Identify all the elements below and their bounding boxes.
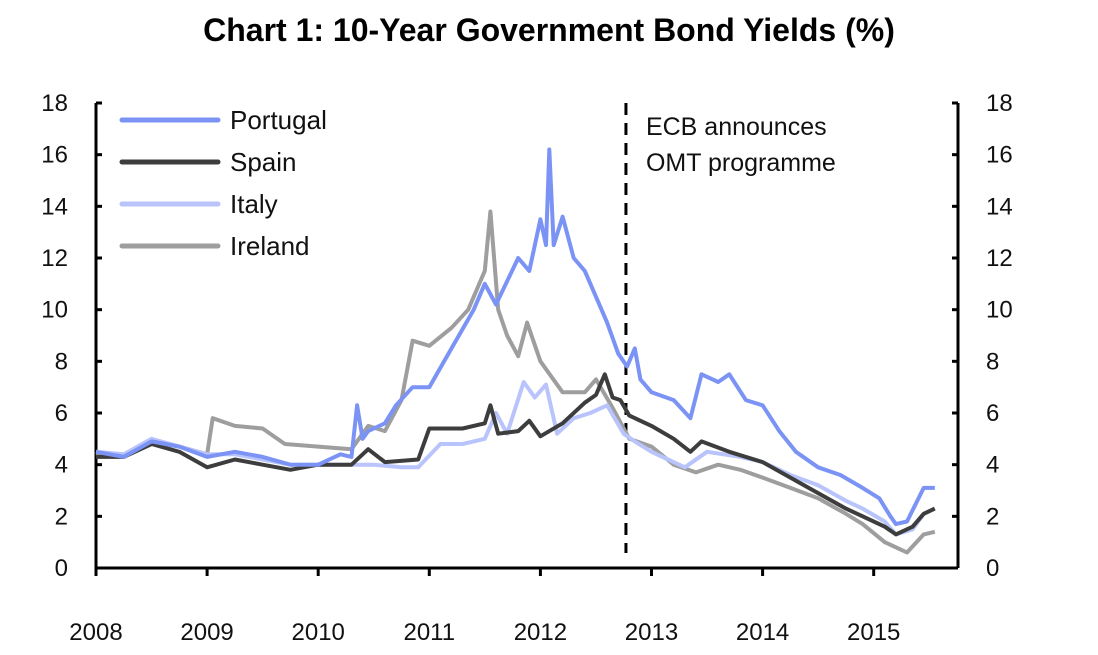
left-y-tick-label: 12 xyxy=(41,245,68,272)
right-y-tick-label: 12 xyxy=(986,245,1013,272)
x-tick-label: 2015 xyxy=(847,619,900,646)
x-tick-label: 2010 xyxy=(292,619,345,646)
right-y-tick-label: 6 xyxy=(986,400,999,427)
left-y-tick-label: 0 xyxy=(55,555,68,582)
chart-title: Chart 1: 10-Year Government Bond Yields … xyxy=(203,12,895,48)
series-line-spain xyxy=(96,372,936,537)
series-line-italy xyxy=(95,380,936,537)
right-y-tick-label: 10 xyxy=(986,297,1013,324)
right-y-tick-label: 8 xyxy=(986,348,999,375)
legend-label-ireland: Ireland xyxy=(230,231,310,261)
series-line-ireland xyxy=(95,209,936,555)
x-tick-label: 2014 xyxy=(736,619,789,646)
left-y-tick-label: 18 xyxy=(41,90,68,117)
right-y-tick-label: 2 xyxy=(986,503,999,530)
legend-label-portugal: Portugal xyxy=(230,105,327,135)
left-y-tick-label: 4 xyxy=(55,452,68,479)
left-y-tick-label: 6 xyxy=(55,400,68,427)
legend-label-spain: Spain xyxy=(230,147,297,177)
left-y-tick-label: 2 xyxy=(55,503,68,530)
x-tick-label: 2009 xyxy=(180,619,233,646)
right-y-tick-label: 16 xyxy=(986,142,1013,169)
right-y-tick-label: 14 xyxy=(986,193,1013,220)
x-tick-label: 2008 xyxy=(69,619,122,646)
left-y-tick-label: 10 xyxy=(41,297,68,324)
x-tick-label: 2011 xyxy=(403,619,455,646)
omt-annotation-text: ECB announces xyxy=(646,113,827,141)
omt-annotation-text: OMT programme xyxy=(646,149,836,177)
legend-label-italy: Italy xyxy=(230,189,278,219)
right-y-tick-label: 18 xyxy=(986,90,1013,117)
x-tick-label: 2013 xyxy=(625,619,678,646)
right-y-tick-label: 0 xyxy=(986,555,999,582)
right-y-tick-label: 4 xyxy=(986,452,999,479)
left-y-tick-label: 8 xyxy=(55,348,68,375)
left-y-tick-label: 14 xyxy=(41,193,68,220)
left-y-tick-label: 16 xyxy=(41,142,68,169)
x-tick-label: 2012 xyxy=(514,619,567,646)
series-line-portugal xyxy=(95,147,935,527)
